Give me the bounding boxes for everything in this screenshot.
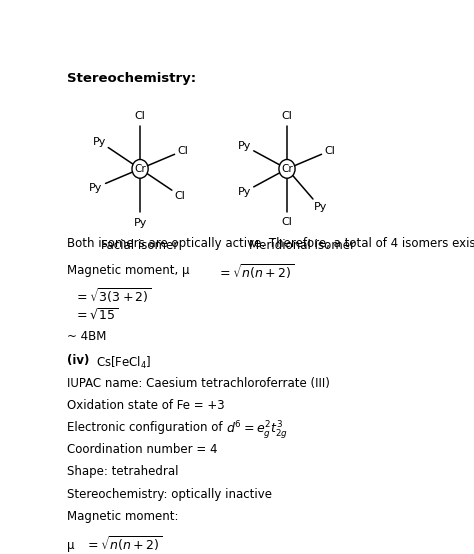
- Text: Shape: tetrahedral: Shape: tetrahedral: [66, 465, 178, 478]
- Text: Facial isomer: Facial isomer: [101, 239, 179, 252]
- Text: Electronic configuration of: Electronic configuration of: [66, 421, 226, 434]
- Text: $= \sqrt{3(3+2)}$: $= \sqrt{3(3+2)}$: [74, 286, 151, 305]
- Text: Cr: Cr: [134, 164, 146, 174]
- Text: IUPAC name: Caesium tetrachloroferrate (III): IUPAC name: Caesium tetrachloroferrate (…: [66, 377, 329, 389]
- Text: Cr: Cr: [281, 164, 293, 174]
- Text: Coordination number = 4: Coordination number = 4: [66, 443, 217, 456]
- Text: Cl: Cl: [174, 191, 185, 201]
- Text: Py: Py: [237, 141, 251, 151]
- Text: Stereochemistry: optically inactive: Stereochemistry: optically inactive: [66, 488, 272, 500]
- Text: Py: Py: [237, 187, 251, 197]
- Text: ~ 4BM: ~ 4BM: [66, 330, 106, 343]
- Text: Cs[FeCl$_4$]: Cs[FeCl$_4$]: [96, 355, 151, 371]
- Circle shape: [279, 160, 295, 178]
- Text: Both isomers are optically active. Therefore, a total of 4 isomers exist.: Both isomers are optically active. There…: [66, 237, 474, 250]
- Text: Cl: Cl: [178, 146, 189, 156]
- Circle shape: [132, 160, 148, 178]
- Text: Cl: Cl: [135, 111, 146, 121]
- Text: $d^{6} = e_g^{2}t_{2g}^{3}$: $d^{6} = e_g^{2}t_{2g}^{3}$: [227, 419, 289, 442]
- Text: Magnetic moment:: Magnetic moment:: [66, 510, 178, 522]
- Text: Magnetic moment, μ: Magnetic moment, μ: [66, 264, 189, 276]
- Text: Stereochemistry:: Stereochemistry:: [66, 72, 196, 85]
- Text: $= \sqrt{n(n+2)}$: $= \sqrt{n(n+2)}$: [217, 262, 294, 281]
- Text: Oxidation state of Fe = +3: Oxidation state of Fe = +3: [66, 399, 224, 412]
- Text: (iv): (iv): [66, 355, 93, 367]
- Text: Meridional isomer: Meridional isomer: [249, 239, 355, 252]
- Text: Cl: Cl: [325, 146, 336, 156]
- Text: $= \sqrt{15}$: $= \sqrt{15}$: [74, 308, 118, 323]
- Text: Py: Py: [92, 136, 106, 147]
- Text: Py: Py: [314, 202, 327, 213]
- Text: Py: Py: [89, 182, 102, 193]
- Text: $= \sqrt{n(n+2)}$: $= \sqrt{n(n+2)}$: [85, 534, 162, 553]
- Text: Py: Py: [133, 218, 147, 228]
- Text: Cl: Cl: [282, 217, 292, 227]
- Text: Cl: Cl: [282, 111, 292, 121]
- Text: μ: μ: [66, 539, 74, 552]
